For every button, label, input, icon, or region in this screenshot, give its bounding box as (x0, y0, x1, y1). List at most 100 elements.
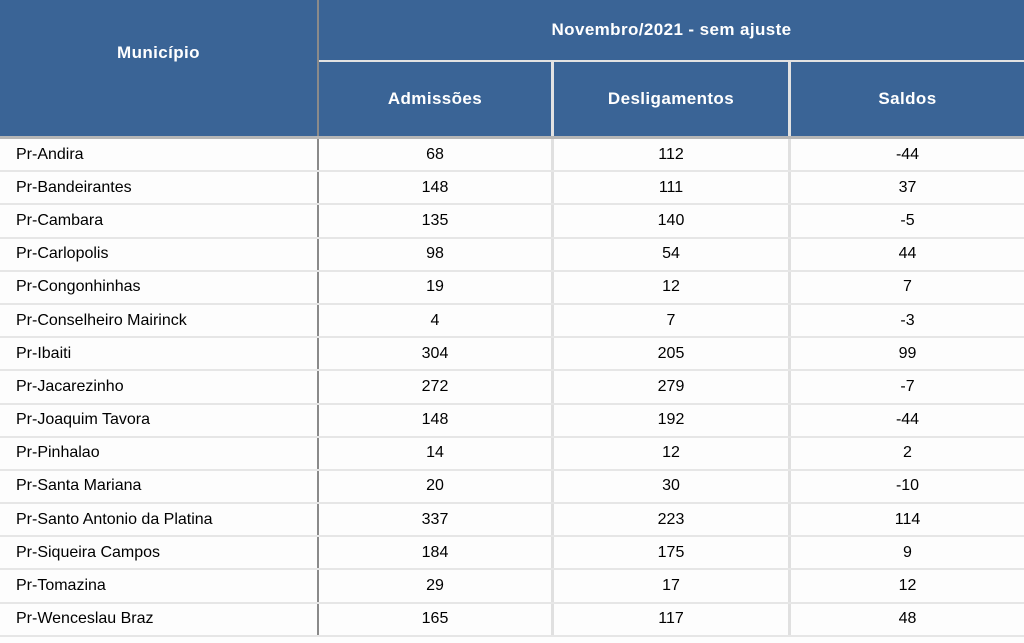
balance-cell: -44 (895, 411, 920, 429)
admissions-cell: 148 (421, 178, 449, 196)
balance-cell: 37 (898, 178, 917, 196)
column-divider (551, 338, 554, 370)
column-divider (788, 271, 791, 303)
table-row: Pr-Ibaiti 304 205 99 (0, 338, 1024, 372)
column-divider (317, 304, 319, 337)
admissions-cell: 14 (426, 444, 444, 462)
column-divider (317, 238, 319, 270)
column-divider (551, 504, 554, 536)
municipality-cell: Pr-Carlopolis (16, 245, 109, 263)
table-row: Pr-Joaquim Tavora 148 192 -44 (0, 404, 1024, 438)
municipality-cell: Pr-Santo Antonio da Platina (16, 510, 213, 528)
column-divider (551, 537, 554, 569)
column-divider (317, 470, 319, 503)
column-divider (317, 139, 319, 171)
table-row: Pr-Tomazina 29 17 12 (0, 570, 1024, 604)
period-header: Novembro/2021 - sem ajuste (319, 0, 1024, 62)
dismissals-cell: 205 (657, 344, 685, 362)
table-row: Pr-Pinhalao 14 12 2 (0, 437, 1024, 471)
column-divider (551, 172, 554, 204)
balance-cell: 114 (894, 510, 921, 528)
column-divider (788, 570, 791, 602)
municipality-cell: Pr-Andira (16, 145, 84, 163)
column-header-desligamentos: Desligamentos (554, 62, 788, 136)
municipality-cell: Pr-Congonhinhas (16, 278, 141, 296)
balance-cell: -10 (895, 477, 920, 495)
admissions-cell: 184 (421, 543, 449, 561)
column-header-admissoes: Admissões (319, 62, 551, 136)
column-divider (788, 172, 791, 204)
municipality-cell: Pr-Joaquim Tavora (16, 411, 150, 429)
municipality-cell: Pr-Siqueira Campos (16, 543, 161, 561)
column-divider (788, 338, 791, 370)
dismissals-cell: 223 (657, 510, 685, 528)
municipality-cell: Pr-Santa Mariana (16, 477, 142, 495)
balance-cell: -44 (895, 145, 920, 163)
table-body: Pr-Andira 68 112 -44 Pr-Bandeirantes 148 111 37… (0, 139, 1024, 637)
table-row: Pr-Santa Mariana 20 30 -10 (0, 470, 1024, 505)
municipality-cell: Pr-Ibaiti (16, 344, 72, 362)
column-divider (788, 238, 791, 270)
column-divider (788, 205, 791, 237)
column-divider (551, 371, 554, 403)
column-divider (317, 338, 319, 370)
dismissals-cell: 112 (658, 145, 684, 163)
column-divider (551, 205, 554, 237)
balance-cell: 44 (898, 245, 917, 263)
dismissals-cell: 12 (662, 278, 680, 296)
admissions-cell: 304 (421, 344, 449, 362)
dismissals-cell: 117 (658, 610, 684, 628)
column-divider (551, 437, 554, 469)
column-divider (317, 504, 319, 536)
municipality-cell: Pr-Tomazina (16, 577, 106, 595)
header-right-group: Novembro/2021 - sem ajuste Admissões Des… (319, 0, 1024, 136)
column-header-saldos: Saldos (791, 62, 1024, 136)
column-divider (551, 570, 554, 602)
dismissals-cell: 279 (657, 377, 685, 395)
table-row: Pr-Bandeirantes 148 111 37 (0, 172, 1024, 206)
column-divider (317, 0, 319, 136)
balance-cell: -3 (900, 311, 915, 329)
admissions-cell: 337 (421, 510, 449, 528)
column-divider (788, 304, 791, 337)
column-divider (788, 139, 791, 171)
column-divider (788, 603, 791, 635)
column-divider (551, 404, 554, 436)
column-divider (551, 470, 554, 503)
column-divider (317, 271, 319, 303)
column-divider (317, 537, 319, 569)
municipality-cell: Pr-Jacarezinho (16, 377, 124, 395)
column-divider (551, 62, 554, 136)
dismissals-cell: 140 (657, 211, 685, 229)
dismissals-cell: 17 (662, 577, 680, 595)
dismissals-cell: 175 (657, 543, 685, 561)
admissions-cell: 148 (421, 411, 449, 429)
municipality-cell: Pr-Wenceslau Braz (16, 610, 154, 628)
dismissals-cell: 7 (666, 311, 676, 329)
admissions-cell: 135 (421, 211, 449, 229)
column-divider (551, 271, 554, 303)
table-row: Pr-Conselheiro Mairinck 4 7 -3 (0, 304, 1024, 339)
column-divider (551, 238, 554, 270)
table-row: Pr-Cambara 135 140 -5 (0, 205, 1024, 239)
column-divider (788, 470, 791, 503)
table-row: Pr-Wenceslau Braz 165 117 48 (0, 603, 1024, 637)
column-divider (788, 537, 791, 569)
balance-cell: 7 (903, 278, 912, 296)
column-divider (317, 437, 319, 469)
balance-cell: 12 (898, 577, 917, 595)
column-divider (317, 603, 319, 635)
column-divider (551, 603, 554, 635)
dismissals-cell: 111 (658, 178, 684, 196)
table-row: Pr-Santo Antonio da Platina 337 223 114 (0, 504, 1024, 538)
table-row: Pr-Andira 68 112 -44 (0, 139, 1024, 173)
admissions-cell: 165 (421, 610, 449, 628)
column-divider (788, 62, 791, 136)
admissions-cell: 20 (426, 477, 444, 495)
column-divider (788, 404, 791, 436)
balance-cell: 48 (898, 610, 917, 628)
column-divider (551, 139, 554, 171)
municipality-cell: Pr-Conselheiro Mairinck (16, 311, 187, 329)
table-row: Pr-Congonhinhas 19 12 7 (0, 271, 1024, 305)
